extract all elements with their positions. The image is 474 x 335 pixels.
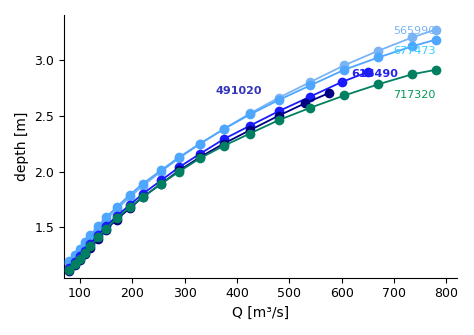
Y-axis label: depth [m]: depth [m] bbox=[15, 112, 29, 181]
Text: 616490: 616490 bbox=[351, 69, 398, 79]
Text: 565990: 565990 bbox=[393, 26, 435, 36]
Text: 717320: 717320 bbox=[393, 90, 435, 100]
Text: 491020: 491020 bbox=[216, 86, 263, 96]
Text: 677473: 677473 bbox=[393, 46, 436, 56]
X-axis label: Q [m³/s]: Q [m³/s] bbox=[232, 306, 289, 320]
